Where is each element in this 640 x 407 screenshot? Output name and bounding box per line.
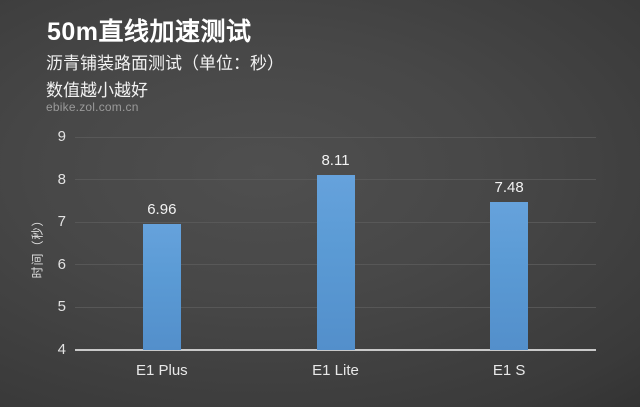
gridline [75, 136, 596, 138]
x-axis-line [75, 349, 596, 351]
category-label: E1 Plus [135, 362, 188, 379]
watermark-text: ebike.zol.com.cn [46, 100, 139, 114]
bar-value-label: 7.48 [494, 178, 524, 196]
y-tick-label: 4 [57, 341, 66, 358]
chart-subtitle: 沥青铺装路面测试（单位：秒） [46, 54, 284, 73]
category-label: E1 S [492, 362, 526, 379]
y-tick-label: 6 [57, 255, 66, 273]
category-label: E1 Lite [312, 362, 359, 379]
y-tick-label: 9 [57, 128, 66, 145]
y-tick-label: 7 [57, 213, 66, 231]
bar-value-label: 6.96 [147, 200, 177, 218]
bar-e1-lite [316, 174, 355, 350]
bar-e1-s [490, 201, 529, 350]
y-tick-label: 5 [57, 298, 66, 316]
chart-note: 数值越小越好 [46, 81, 148, 100]
y-tick-label: 8 [57, 170, 66, 188]
bar-e1-plus [142, 223, 181, 350]
bar-value-label: 8.11 [321, 151, 350, 169]
chart-title: 50m直线加速测试 [47, 18, 252, 46]
